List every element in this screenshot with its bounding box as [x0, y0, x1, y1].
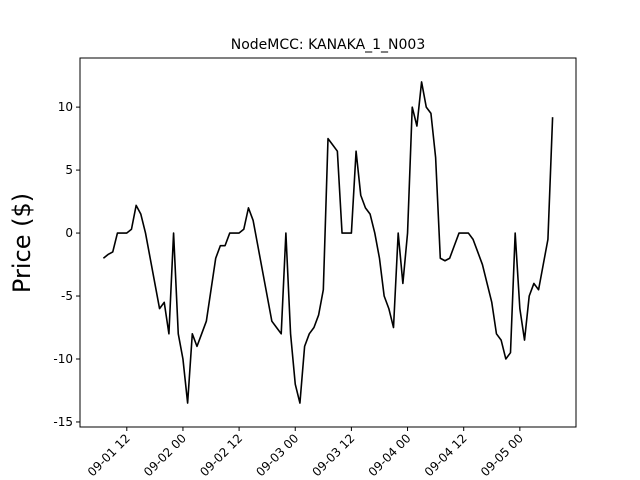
y-tick-label: -15: [53, 415, 73, 429]
y-tick-label: -10: [53, 352, 73, 366]
y-tick-label: 5: [65, 163, 73, 177]
chart-title: NodeMCC: KANAKA_1_N003: [231, 37, 426, 53]
y-axis-label: Price ($): [8, 193, 36, 293]
line-series: [102, 81, 554, 404]
plot-frame: [79, 57, 577, 428]
y-tick-label: 0: [65, 226, 73, 240]
y-tick-label: 10: [58, 100, 73, 114]
y-tick-label: -5: [61, 289, 73, 303]
